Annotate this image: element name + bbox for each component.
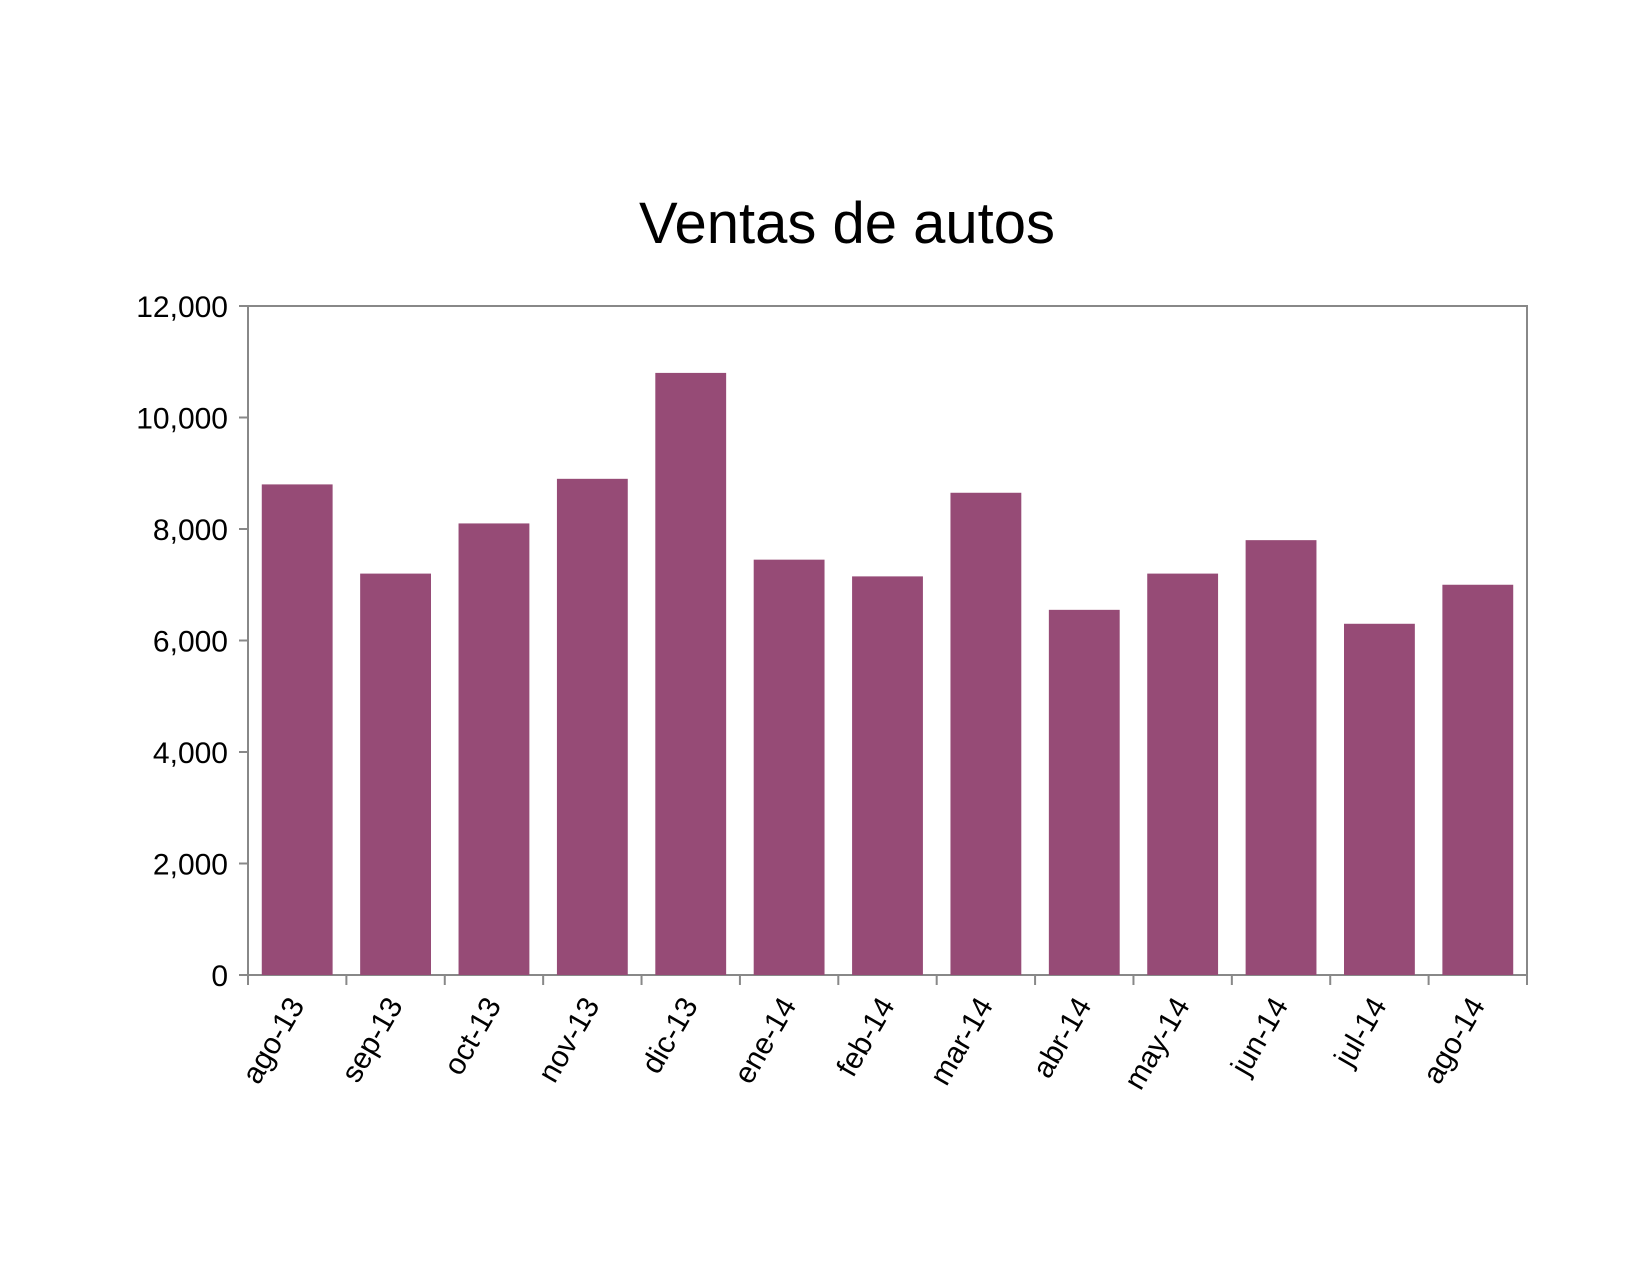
x-category-label: mar-14 — [924, 992, 1000, 1091]
y-tick-label: 4,000 — [153, 737, 228, 770]
y-tick-label: 2,000 — [153, 849, 228, 882]
bar-jun-14 — [1245, 540, 1317, 975]
x-category-label: ene-14 — [728, 992, 803, 1089]
chart-title: Ventas de autos — [639, 191, 1055, 256]
x-category-label: feb-14 — [830, 992, 901, 1082]
x-category-label: jul-14 — [1328, 992, 1394, 1073]
x-category-label: jun-14 — [1224, 992, 1295, 1082]
bar-abr-14 — [1048, 609, 1120, 975]
bar-jul-14 — [1344, 623, 1415, 975]
bar-ago-14 — [1442, 584, 1514, 975]
y-tick-label: 10,000 — [136, 403, 228, 436]
x-category-label: ago-14 — [1417, 992, 1492, 1089]
plot-area: 0 2,000 4,000 6,000 8,000 10,000 12,000 ago-13 s… — [136, 291, 1528, 1095]
y-tick-label: 0 — [211, 960, 228, 993]
bar-ago-13 — [261, 484, 333, 975]
y-tick-label: 12,000 — [136, 291, 228, 324]
bar-feb-14 — [852, 576, 923, 975]
bar-oct-13 — [458, 523, 530, 975]
x-category-label: sep-13 — [335, 992, 409, 1088]
x-category-label: oct-13 — [438, 992, 508, 1081]
bar-dic-13 — [655, 372, 727, 975]
x-category-label: ago-13 — [236, 992, 311, 1089]
x-category-label: dic-13 — [635, 992, 704, 1079]
x-category-label: abr-14 — [1026, 992, 1098, 1084]
bar-may-14 — [1147, 573, 1219, 975]
bar-mar-14 — [950, 492, 1022, 975]
x-category-label: nov-13 — [532, 992, 606, 1088]
y-tick-label: 6,000 — [153, 626, 228, 659]
x-category-label: may-14 — [1118, 992, 1197, 1095]
y-tick-label: 8,000 — [153, 514, 228, 547]
bar-sep-13 — [360, 573, 431, 975]
bar-ene-14 — [753, 559, 825, 975]
bar-nov-13 — [556, 478, 628, 975]
